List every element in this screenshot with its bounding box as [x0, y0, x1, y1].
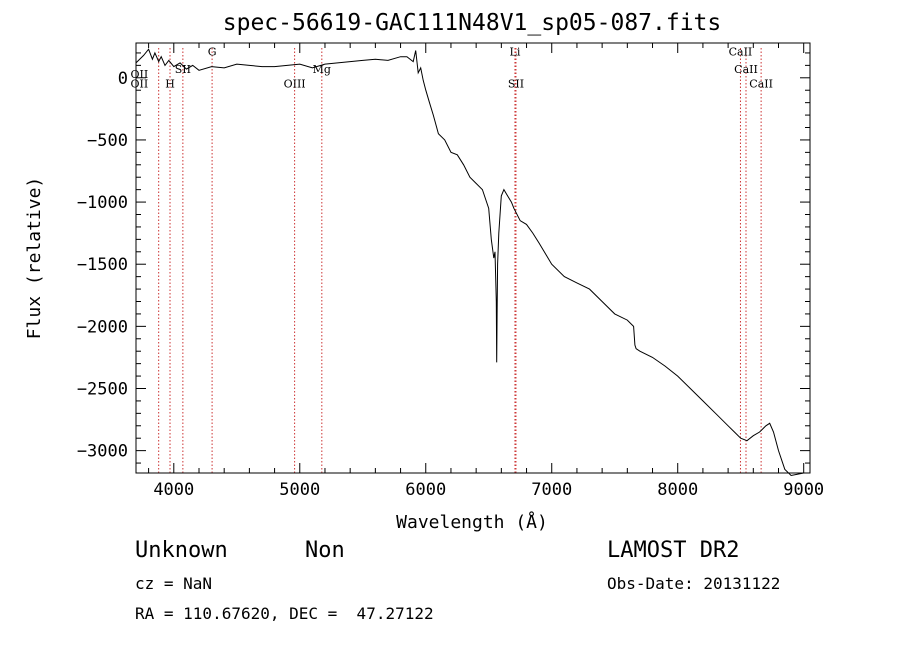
y-axis-label: Flux (relative) [24, 177, 45, 340]
spectral-line-label: H [165, 78, 175, 91]
x-axis-ticks: 4000 5000 6000 7000 8000 9000 [148, 43, 824, 500]
spectral-line-label: Li [510, 45, 521, 58]
x-tick-label: 4000 [153, 480, 194, 500]
x-tick-label: 8000 [657, 480, 698, 500]
object-subtype: Non [305, 538, 345, 563]
redshift-cz: cz = NaN [135, 574, 213, 593]
chart-title: spec-56619-GAC111N48V1_sp05-087.fits [223, 10, 722, 36]
y-tick-label: 0 [118, 69, 128, 89]
y-tick-label: −1500 [77, 255, 128, 275]
y-tick-label: −3000 [77, 442, 128, 462]
x-tick-label: 6000 [405, 480, 446, 500]
data-release: LAMOST DR2 [607, 538, 740, 563]
x-tick-label: 7000 [531, 480, 572, 500]
y-axis-ticks: 0 −500 −1000 −1500 −2000 −2500 −3000 [77, 52, 810, 464]
marker-lines [158, 48, 762, 473]
spectrum-line [135, 48, 804, 477]
spectral-line-label: OII [131, 78, 149, 91]
spectral-line-label: OIII [284, 78, 306, 91]
observation-date: Obs-Date: 20131122 [607, 574, 781, 593]
x-axis-label: Wavelength (Å) [396, 511, 548, 533]
y-tick-label: −1000 [77, 193, 128, 213]
spectral-line-label: G [208, 45, 217, 58]
object-type: Unknown [135, 538, 228, 563]
spectral-line-label: SII [508, 78, 524, 91]
coordinates: RA = 110.67620, DEC = 47.27122 [135, 604, 434, 623]
x-tick-label: 9000 [783, 480, 824, 500]
spectral-line-label: CaII [729, 45, 753, 58]
spectral-line-label: CaII [749, 78, 773, 91]
spectral-line-label: SII [175, 63, 191, 76]
y-tick-label: −2000 [77, 317, 128, 337]
spectral-line-label: CaII [734, 63, 758, 76]
y-tick-label: −2500 [77, 379, 128, 399]
x-tick-label: 5000 [279, 480, 320, 500]
spectrum-chart: spec-56619-GAC111N48V1_sp05-087.fits OII… [24, 10, 824, 533]
plot-frame [135, 42, 811, 474]
y-tick-label: −500 [87, 131, 128, 151]
